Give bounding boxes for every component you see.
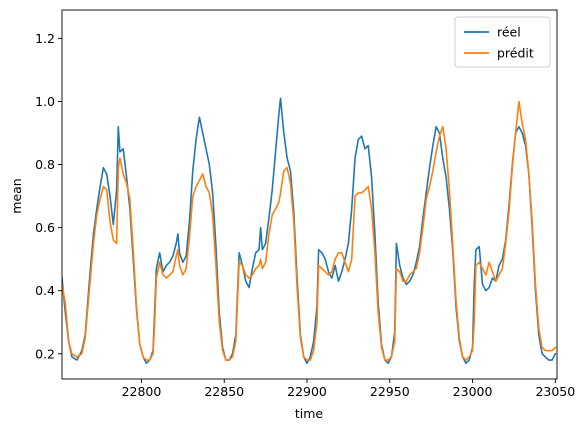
x-axis-label: time (295, 406, 324, 421)
plot-frame (61, 9, 558, 380)
legend-box (454, 16, 551, 68)
y-tick-label: 0.4 (35, 283, 55, 298)
legend: réel prédit (454, 16, 551, 68)
legend-label-2: prédit (497, 46, 534, 61)
y-tick-label: 1.2 (35, 31, 55, 46)
x-tick-label: 23000 (453, 384, 493, 399)
y-tick-label: 0.2 (35, 346, 55, 361)
y-tick-label: 0.6 (35, 220, 55, 235)
y-axis: 0.2 0.4 0.6 0.8 1.0 1.2 (35, 31, 62, 361)
legend-label-1: réel (497, 25, 521, 40)
plot-area (62, 97, 557, 365)
series-line-2 (62, 100, 557, 361)
series-line-1 (62, 97, 557, 365)
x-tick-label: 22800 (122, 384, 162, 399)
x-axis: 22800 22850 22900 22950 23000 23050 (122, 379, 575, 399)
x-tick-label: 23050 (535, 384, 575, 399)
y-tick-label: 1.0 (35, 94, 55, 109)
y-axis-label: mean (9, 178, 24, 213)
axes-frame (61, 9, 558, 380)
x-tick-label: 22900 (287, 384, 327, 399)
x-tick-label: 22950 (370, 384, 410, 399)
y-tick-label: 0.8 (35, 157, 55, 172)
x-tick-label: 22850 (204, 384, 244, 399)
